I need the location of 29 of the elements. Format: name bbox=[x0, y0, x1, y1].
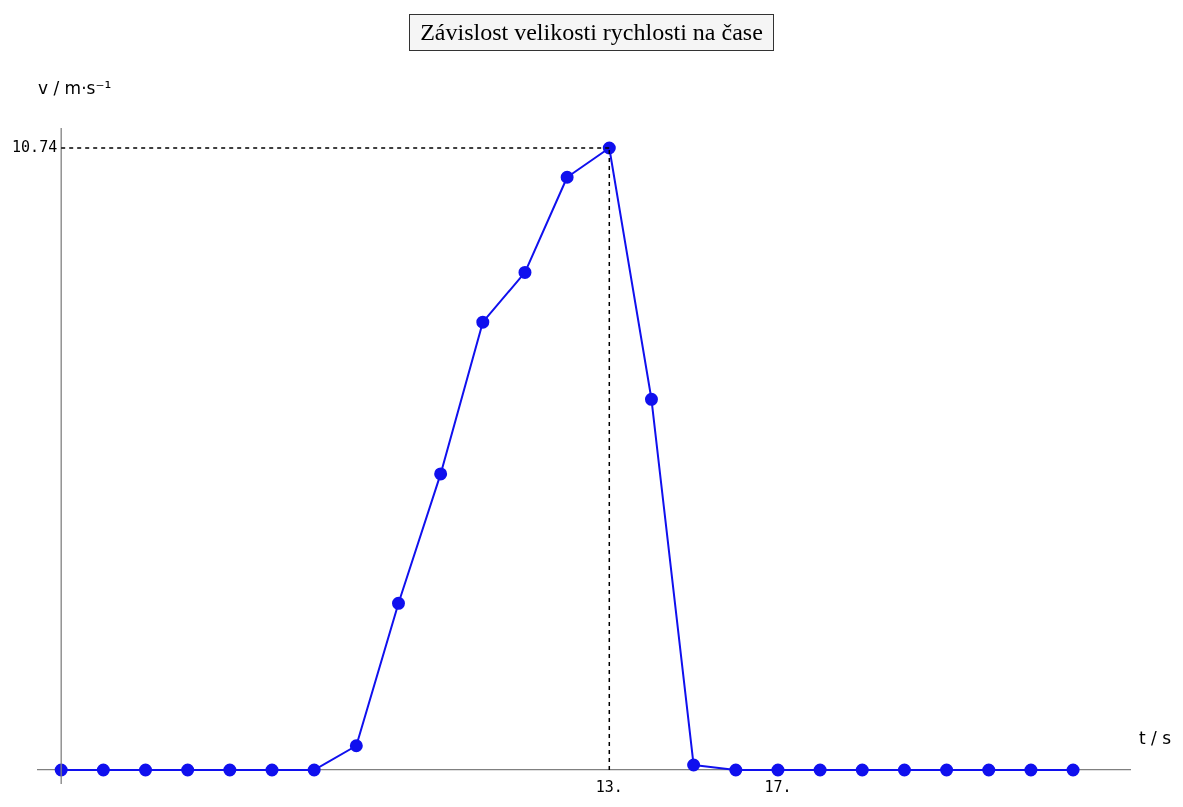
annotation: 10.74 bbox=[12, 137, 58, 156]
y-axis-title: v / m·s⁻¹ bbox=[38, 78, 112, 98]
x-tick-label: 17. bbox=[764, 777, 792, 796]
point bbox=[813, 763, 827, 777]
point bbox=[349, 739, 363, 753]
point bbox=[687, 758, 701, 772]
point bbox=[391, 596, 405, 610]
point bbox=[855, 763, 869, 777]
point bbox=[265, 763, 279, 777]
point bbox=[1024, 763, 1038, 777]
point bbox=[181, 763, 195, 777]
point bbox=[1066, 763, 1080, 777]
point bbox=[518, 265, 532, 279]
point bbox=[644, 392, 658, 406]
x-tick-label: 13. bbox=[595, 777, 623, 796]
point bbox=[223, 763, 237, 777]
point bbox=[729, 763, 743, 777]
point bbox=[434, 467, 448, 481]
point bbox=[982, 763, 996, 777]
point bbox=[897, 763, 911, 777]
point bbox=[560, 170, 574, 184]
point bbox=[96, 763, 110, 777]
chart-title: Závislost velikosti rychlosti na čase bbox=[409, 14, 774, 51]
point bbox=[139, 763, 153, 777]
point bbox=[307, 763, 321, 777]
point bbox=[940, 763, 954, 777]
point bbox=[771, 763, 785, 777]
x-axis-title: t / s bbox=[1138, 728, 1171, 748]
point bbox=[476, 315, 490, 329]
